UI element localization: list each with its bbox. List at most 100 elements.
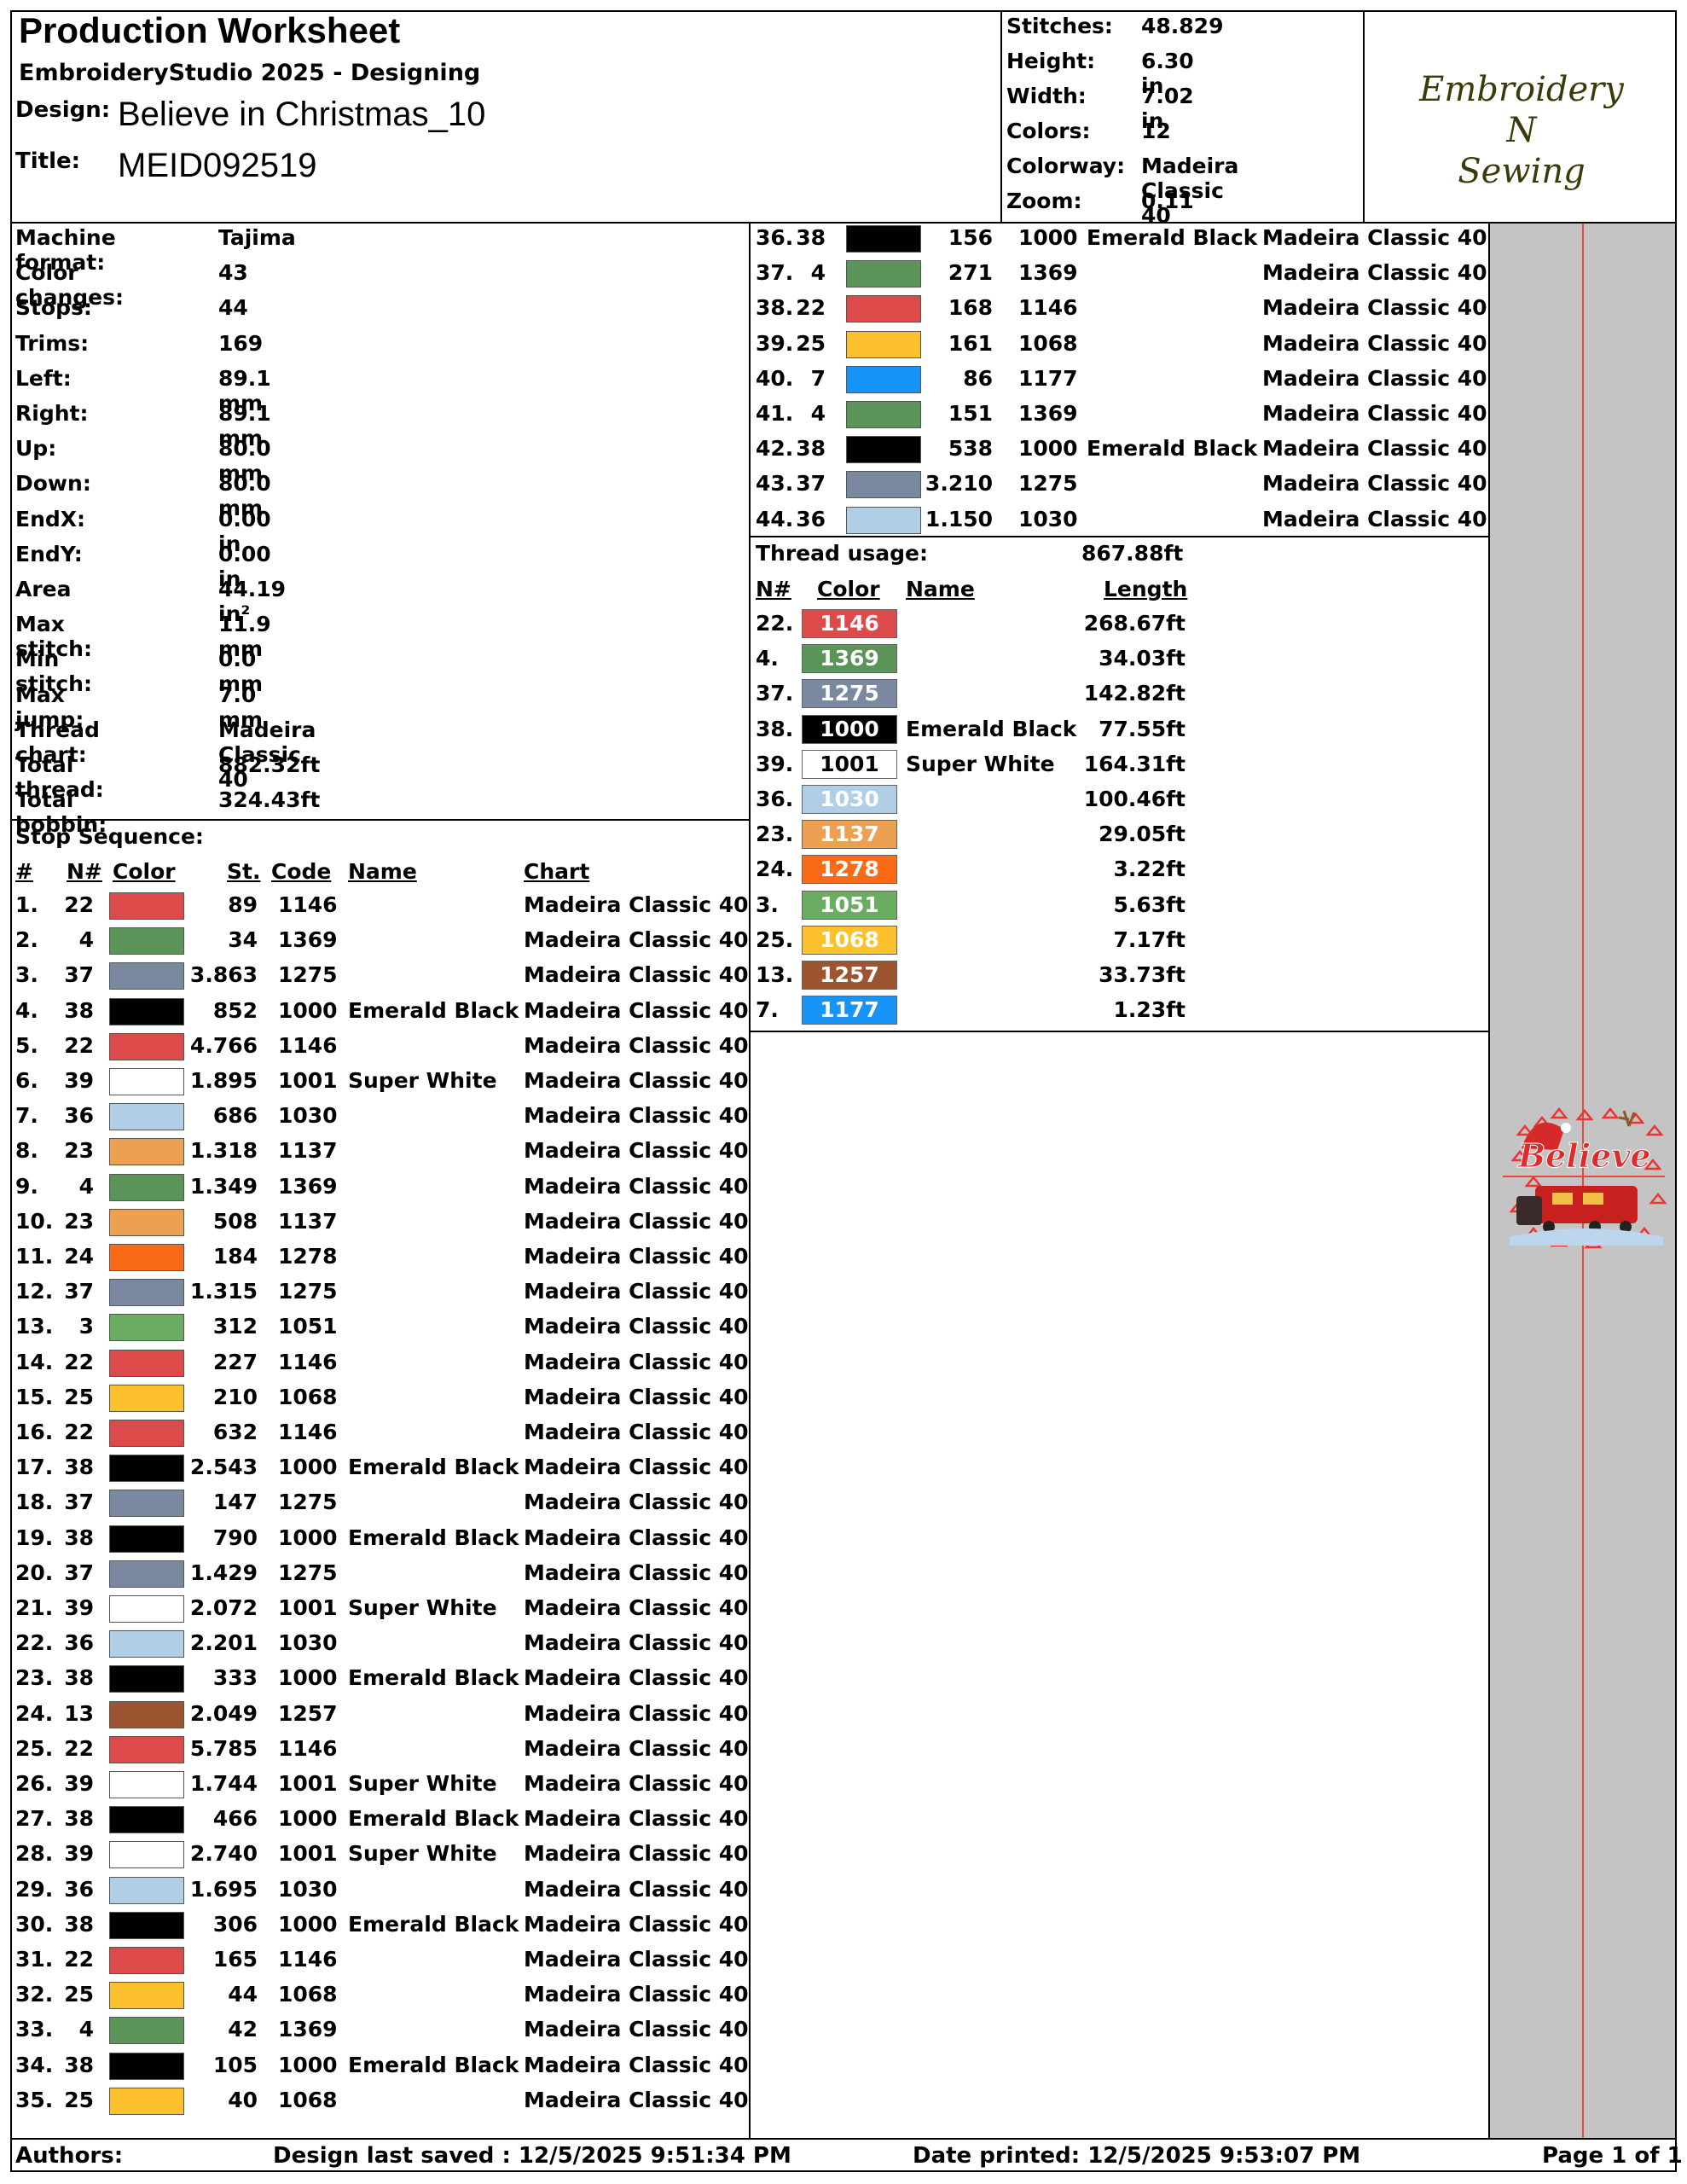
color-swatch: [846, 365, 921, 393]
color-swatch: [109, 1700, 184, 1728]
usage-row: 39. 1001 Super White 164.31ft: [740, 748, 1491, 782]
color-swatch: [109, 1208, 184, 1236]
stat-label: Colorway:: [1006, 154, 1126, 178]
stop-number: 36.: [756, 225, 794, 250]
train-window-icon-2: [1583, 1193, 1603, 1205]
stop-number: 19.: [15, 1525, 54, 1550]
thread-code: 1000: [278, 1911, 338, 1937]
thread-code: 1000: [278, 1665, 338, 1691]
needle-number: 22: [796, 295, 826, 321]
color-swatch: [846, 436, 921, 464]
stop-number: 9.: [15, 1173, 38, 1199]
stop-number: 11.: [15, 1244, 54, 1269]
needle-number: 4: [78, 2017, 94, 2042]
stop-row: 6. 39 1.895 1001 Super White Madeira Classic …: [0, 1065, 751, 1099]
thread-code: 1000: [278, 997, 338, 1023]
color-swatch: [109, 1384, 184, 1412]
info-label: Max jump:: [15, 682, 84, 732]
thread-chart: Madeira Classic 40: [1262, 471, 1487, 497]
thread-chart: Madeira Classic 40: [524, 1103, 749, 1129]
thread-code: 1137: [278, 1138, 338, 1164]
usage-color-chip: 1068: [802, 925, 897, 955]
usage-needle: 36.: [756, 787, 794, 811]
thread-chart: Madeira Classic 40: [524, 962, 749, 988]
color-swatch: [846, 225, 921, 253]
usage-needle: 23.: [756, 822, 794, 847]
stat-label: Colors:: [1006, 119, 1091, 143]
stitch-count: 271: [948, 260, 993, 286]
stop-number: 40.: [756, 365, 794, 391]
stop-row: 9. 4 1.349 1369 Madeira Classic 40: [0, 1170, 751, 1205]
stop-number: 13.: [15, 1314, 54, 1339]
stop-row: 20. 37 1.429 1275 Madeira Classic 40: [0, 1557, 751, 1591]
stat-value: 6.30 in: [1141, 49, 1194, 98]
info-value: 44: [218, 295, 248, 321]
needle-number: 25: [64, 1982, 94, 2007]
info-label: Trims:: [15, 330, 90, 356]
stop-number: 14.: [15, 1349, 54, 1374]
needle-number: 25: [796, 330, 826, 356]
thread-chart: Madeira Classic 40: [524, 1806, 749, 1832]
design-name: Believe in Christmas_10: [118, 96, 486, 133]
thread-code: 1146: [278, 892, 338, 917]
needle-number: 4: [78, 1173, 94, 1199]
color-swatch: [109, 1138, 184, 1166]
stop-number: 2.: [15, 927, 38, 953]
thread-chart: Madeira Classic 40: [524, 1525, 749, 1550]
thread-code: 1369: [278, 2017, 338, 2042]
color-swatch: [109, 892, 184, 920]
thread-chart: Madeira Classic 40: [524, 1490, 749, 1515]
col-header-code: Code: [271, 859, 332, 884]
footer-top-line: [10, 2138, 1677, 2140]
info-value: 89.1 mm: [218, 401, 271, 450]
stop-number: 41.: [756, 401, 794, 426]
usage-needle: 37.: [756, 681, 794, 706]
usage-length: 7.17ft: [1113, 926, 1186, 952]
stop-number: 31.: [15, 1947, 54, 1972]
stop-row: 36. 38 156 1000 Emerald Black Madeira Classic…: [740, 222, 1491, 256]
stop-row: 14. 22 227 1146 Madeira Classic 40: [0, 1346, 751, 1380]
thread-code: 1146: [278, 1032, 338, 1058]
stop-row: 4. 38 852 1000 Emerald Black Madeira Classic …: [0, 995, 751, 1029]
stitch-count: 686: [212, 1103, 258, 1129]
stop-row: 22. 36 2.201 1030 Madeira Classic 40: [0, 1627, 751, 1661]
stop-number: 44.: [756, 506, 794, 531]
stop-row: 16. 22 632 1146 Madeira Classic 40: [0, 1416, 751, 1450]
stop-number: 34.: [15, 2052, 54, 2077]
stop-number: 23.: [15, 1665, 54, 1691]
usage-color-chip: 1177: [802, 996, 897, 1025]
thread-code: 1177: [1018, 365, 1078, 391]
usage-color-chip: 1146: [802, 609, 897, 638]
stitch-count: 5.785: [189, 1735, 258, 1761]
thread-chart: Madeira Classic 40: [524, 892, 749, 917]
needle-number: 7: [810, 365, 826, 391]
stop-number: 5.: [15, 1032, 38, 1058]
needle-number: 37: [64, 1490, 94, 1515]
thread-chart: Madeira Classic 40: [1262, 225, 1487, 250]
thread-code: 1146: [1018, 295, 1078, 321]
usage-needle: 3.: [756, 892, 779, 917]
needle-number: 4: [810, 260, 826, 286]
thread-code: 1030: [278, 1630, 338, 1656]
thread-name: Emerald Black: [348, 1911, 519, 1937]
thread-chart: Madeira Classic 40: [524, 997, 749, 1023]
brand-logo: Embroidery N Sewing: [1369, 61, 1674, 200]
stop-row: 39. 25 161 1068 Madeira Classic 40: [740, 328, 1491, 362]
needle-number: 22: [64, 1735, 94, 1761]
usage-color-chip: 1051: [802, 890, 897, 920]
info-label: Machine format:: [15, 225, 116, 275]
footer-page-number: Page 1 of 1: [1542, 2143, 1683, 2169]
worksheet-frame: [10, 10, 1677, 2172]
usage-color-chip: 1137: [802, 820, 897, 850]
thread-code: 1000: [1018, 225, 1078, 250]
stitch-count: 1.895: [189, 1068, 258, 1093]
stop-row: 37. 4 271 1369 Madeira Classic 40: [740, 257, 1491, 291]
usage-row: 37. 1275 142.82ft: [740, 677, 1491, 712]
stat-value: 0.11: [1141, 189, 1194, 213]
stop-number: 33.: [15, 2017, 54, 2042]
info-value: 80.0 mm: [218, 436, 271, 486]
usage-color-chip: 1030: [802, 785, 897, 814]
stop-row: 38. 22 168 1146 Madeira Classic 40: [740, 292, 1491, 326]
usage-length: 29.05ft: [1099, 822, 1186, 847]
color-swatch: [109, 1349, 184, 1377]
